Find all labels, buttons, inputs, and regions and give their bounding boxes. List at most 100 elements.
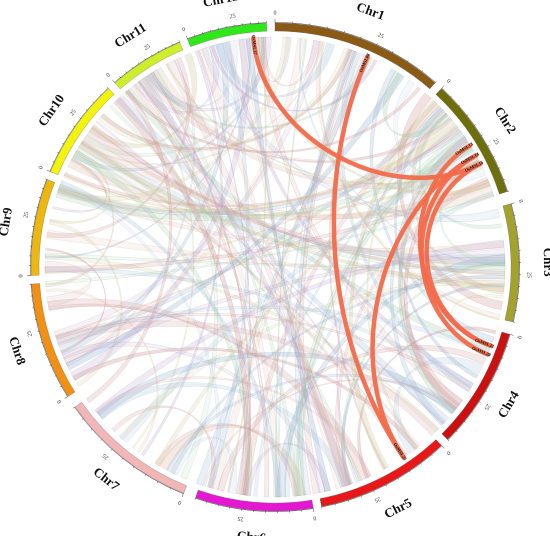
synteny-link	[57, 128, 463, 216]
tick-label: 25	[483, 402, 491, 410]
synteny-link	[382, 70, 452, 138]
chromosome-chr4	[441, 331, 510, 440]
synteny-link	[257, 37, 320, 87]
tick-label: 0	[445, 449, 451, 455]
tick-label: 25	[237, 515, 244, 522]
synteny-link	[341, 261, 506, 486]
synteny-link	[80, 140, 408, 458]
synteny-link	[81, 135, 495, 219]
synteny-link	[197, 49, 251, 495]
synteny-link	[44, 260, 91, 308]
synteny-link	[299, 49, 358, 495]
synteny-link	[215, 42, 335, 98]
synteny-link	[53, 39, 321, 339]
synteny-link	[109, 104, 362, 482]
synteny-link	[293, 131, 465, 497]
synteny-link	[97, 382, 349, 488]
synteny-link	[62, 37, 306, 364]
synteny-link	[125, 86, 421, 154]
synteny-link	[60, 42, 229, 356]
synteny-link	[198, 47, 352, 487]
chromosome-chr2	[435, 88, 508, 195]
synteny-link	[209, 53, 370, 491]
tick-label: 25	[525, 272, 531, 278]
synteny-link	[216, 345, 487, 492]
synteny-link	[57, 107, 445, 349]
synteny-link	[44, 266, 474, 389]
synteny-link	[94, 376, 372, 478]
chromosome-label-chr4: Chr4	[494, 388, 522, 421]
synteny-link	[100, 48, 353, 150]
segmental-duplication-links	[251, 35, 494, 460]
chromosome-chr9	[30, 179, 55, 276]
gene-label-osmsl22: OsMSL22	[474, 337, 495, 349]
synteny-link	[119, 146, 477, 444]
synteny-link	[78, 142, 505, 293]
tick-label: 25	[491, 138, 499, 146]
synteny-link	[227, 37, 267, 493]
synteny-link	[138, 76, 351, 488]
synteny-link	[150, 71, 252, 496]
synteny-link	[49, 150, 111, 224]
synteny-link	[165, 63, 481, 185]
duplication-link-osmsl14-osmsl25	[370, 153, 479, 460]
synteny-link	[75, 149, 421, 448]
synteny-link	[394, 106, 479, 379]
synteny-link	[145, 36, 272, 112]
synteny-link	[115, 94, 450, 425]
synteny-link	[48, 303, 362, 482]
synteny-link	[318, 41, 500, 321]
synteny-link	[86, 127, 506, 266]
synteny-link	[72, 347, 419, 451]
synteny-link	[44, 119, 454, 275]
synteny-link	[132, 83, 270, 498]
synteny-link	[73, 149, 253, 496]
synteny-link	[61, 341, 326, 494]
synteny-link	[366, 105, 441, 450]
synteny-link	[206, 41, 250, 489]
synteny-link	[131, 80, 195, 449]
synteny-link	[72, 148, 506, 275]
synteny-link	[146, 72, 454, 163]
synteny-link	[56, 305, 491, 355]
tick-label: 25	[377, 32, 385, 40]
chromosome-chr12	[187, 22, 267, 47]
tick-label: 25	[23, 212, 30, 219]
synteny-link	[118, 280, 505, 441]
synteny-link	[47, 298, 372, 481]
synteny-link	[78, 139, 506, 264]
tick-label: 25	[102, 452, 110, 460]
chromosome-chr10	[50, 88, 115, 175]
synteny-link	[46, 56, 191, 239]
synteny-link	[44, 38, 251, 259]
synteny-link	[140, 50, 223, 457]
tick-label: 25	[373, 495, 381, 503]
synteny-link	[59, 180, 281, 498]
chromosome-chr3	[502, 203, 520, 323]
synteny-link	[45, 248, 106, 354]
synteny-link	[166, 373, 456, 473]
synteny-link	[94, 239, 505, 417]
synteny-link	[240, 100, 440, 496]
chromosome-ring: 0 25 0 25 0 25 0 25 0 25 0 25 0 25 0 25 0 25 0 25 0 25 0 25	[18, 10, 531, 521]
synteny-link	[335, 176, 490, 487]
synteny-link	[55, 313, 471, 392]
synteny-link	[210, 44, 378, 112]
synteny-link	[348, 99, 438, 471]
chromosome-label-chr12: Chr12	[202, 0, 240, 10]
synteny-link	[111, 405, 216, 489]
tick-label: 25	[229, 13, 236, 20]
chromosome-chr8	[31, 283, 76, 397]
tick-label: 0	[57, 399, 64, 405]
synteny-link	[196, 54, 371, 486]
chromosome-label-chr3: Chr3	[541, 248, 550, 278]
tick-label: 25	[69, 109, 77, 117]
synteny-link	[170, 436, 238, 494]
tick-label: 0	[274, 10, 277, 16]
tick-label: 0	[106, 72, 112, 78]
tick-label: 0	[516, 335, 523, 340]
chromosome-label-chr5: Chr5	[382, 495, 415, 522]
synteny-link	[72, 36, 266, 172]
